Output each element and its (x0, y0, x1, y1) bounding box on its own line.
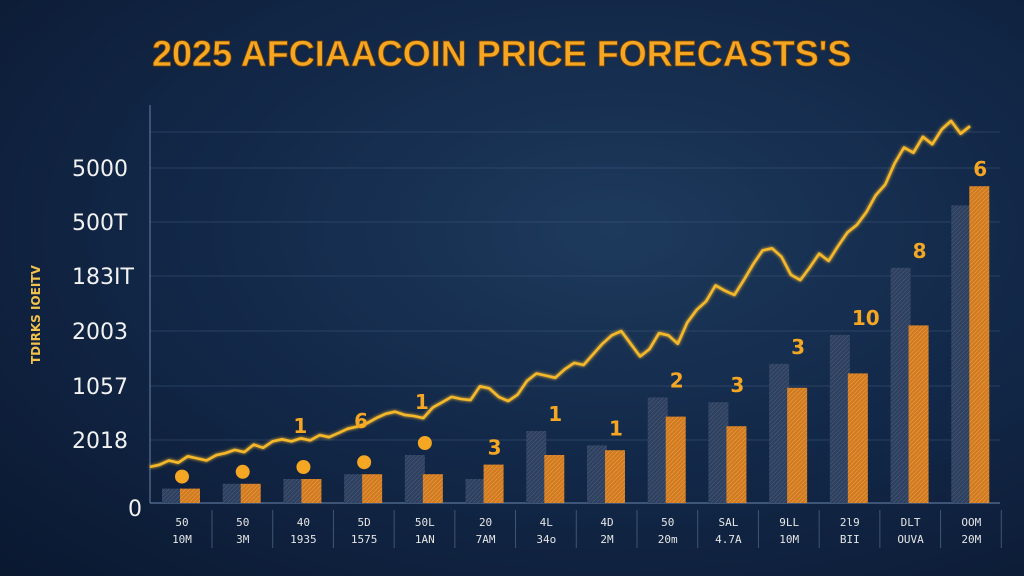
y-tick-label: 500T (72, 211, 128, 236)
bar-series-a (465, 479, 486, 503)
bar-series-b (422, 474, 443, 503)
x-tick-label: DLT (901, 516, 921, 529)
x-tick-label: SAL (718, 516, 738, 529)
x-tick-label: OOM (961, 516, 981, 529)
bar-series-b (180, 488, 200, 503)
bar-series-a (283, 479, 304, 503)
data-label: 1 (415, 390, 429, 414)
data-label-marker (417, 436, 432, 450)
data-label-marker (296, 460, 311, 474)
bar-series-a (222, 483, 243, 503)
x-tick-label: 1575 (351, 533, 378, 546)
data-labels: 3 1 1 2 3 3 10 8 6 1 6 1 (175, 157, 987, 484)
data-label-marker (357, 455, 372, 470)
bar-series-b (483, 464, 504, 503)
x-tick-label: 34o (536, 533, 556, 546)
bar-series-b (544, 455, 565, 503)
x-tick-label: 10M (172, 533, 192, 546)
x-tick-label: 10M (779, 533, 799, 546)
bar-series-a (769, 363, 790, 503)
y-tick-label: 2018 (72, 429, 128, 454)
data-label: 3 (488, 436, 502, 460)
x-tick-label: 2M (600, 533, 614, 546)
x-tick-label: 1AN (415, 533, 435, 546)
chart-title: 2025 AFCIAACOIN PRICE FORECASTS'S (152, 33, 851, 74)
x-tick-label: 5D (358, 516, 371, 529)
bar-series-a (344, 474, 365, 503)
trend-line (149, 119, 971, 469)
y-tick-label: 0 (128, 497, 142, 522)
x-tick-label: 3M (236, 533, 250, 546)
bar-series-a (647, 397, 668, 503)
bar-series-b (240, 483, 261, 503)
data-label: 6 (973, 157, 987, 181)
x-tick-label: 4L (540, 516, 554, 529)
bar-series-a (951, 205, 972, 503)
bar-series-a (404, 455, 425, 503)
data-label: 3 (791, 335, 805, 359)
x-tick-label: 2l9 (840, 516, 860, 529)
y-axis-label: TDIRKS IOEITV (29, 265, 43, 364)
y-tick-label: 183IT (72, 265, 134, 290)
x-tick-label: 50 (236, 516, 249, 529)
data-label: 3 (730, 373, 744, 397)
y-tick-label: 5000 (72, 157, 128, 182)
data-label-marker (235, 464, 250, 479)
bar-series-b (665, 416, 686, 503)
bar-series-a (587, 445, 607, 503)
x-tick-label: 20 (479, 516, 492, 529)
bar-series-b (362, 474, 383, 503)
x-tick-label: 20m (658, 533, 678, 546)
bars (162, 186, 990, 503)
data-label: 1 (293, 414, 307, 438)
axes (149, 105, 1000, 504)
x-tick-label: 50L (415, 516, 435, 529)
x-tick-label: 40 (297, 516, 310, 529)
data-label: 8 (913, 239, 927, 263)
bar-series-a (162, 488, 182, 503)
y-tick-label: 1057 (72, 375, 128, 400)
data-label: 10 (852, 306, 880, 330)
x-tick-label: 4.7A (715, 533, 742, 546)
data-label: 2 (670, 368, 684, 392)
bar-series-b (301, 479, 322, 503)
bar-series-b (787, 387, 808, 503)
y-tick-label: 2003 (72, 320, 128, 345)
bar-series-b (726, 426, 747, 503)
bar-series-b (969, 186, 990, 503)
bar-series-b (605, 450, 625, 503)
x-tick-label: 4D (600, 516, 613, 529)
data-label: 1 (548, 402, 562, 426)
bar-series-a (890, 267, 911, 503)
data-label: 1 (609, 416, 623, 440)
trend-line-path (149, 119, 971, 469)
x-tick-label: 9LL (779, 516, 799, 529)
bar-series-b (847, 373, 868, 503)
data-label: 6 (354, 409, 368, 433)
x-tick-label: BII (840, 533, 860, 546)
x-tick-label: 1935 (290, 533, 317, 546)
bar-series-a (526, 431, 547, 503)
x-tick-label: 50 (661, 516, 674, 529)
data-label-marker (175, 469, 189, 484)
x-tick-label: 50 (175, 516, 188, 529)
bar-series-b (908, 325, 929, 503)
bar-series-a (829, 335, 850, 503)
bar-series-a (708, 402, 729, 503)
x-ticks: 50 10M 50 3M 40 1935 5D 1575 50L 1AN 20 7AM 4L 34o 4D 2… (172, 510, 1002, 548)
x-tick-label: 7AM (476, 533, 496, 546)
x-tick-label: OUVA (897, 533, 924, 546)
x-tick-label: 20M (961, 533, 981, 546)
y-ticks: 5000 500T 183IT 2003 1057 2018 0 (72, 157, 142, 522)
